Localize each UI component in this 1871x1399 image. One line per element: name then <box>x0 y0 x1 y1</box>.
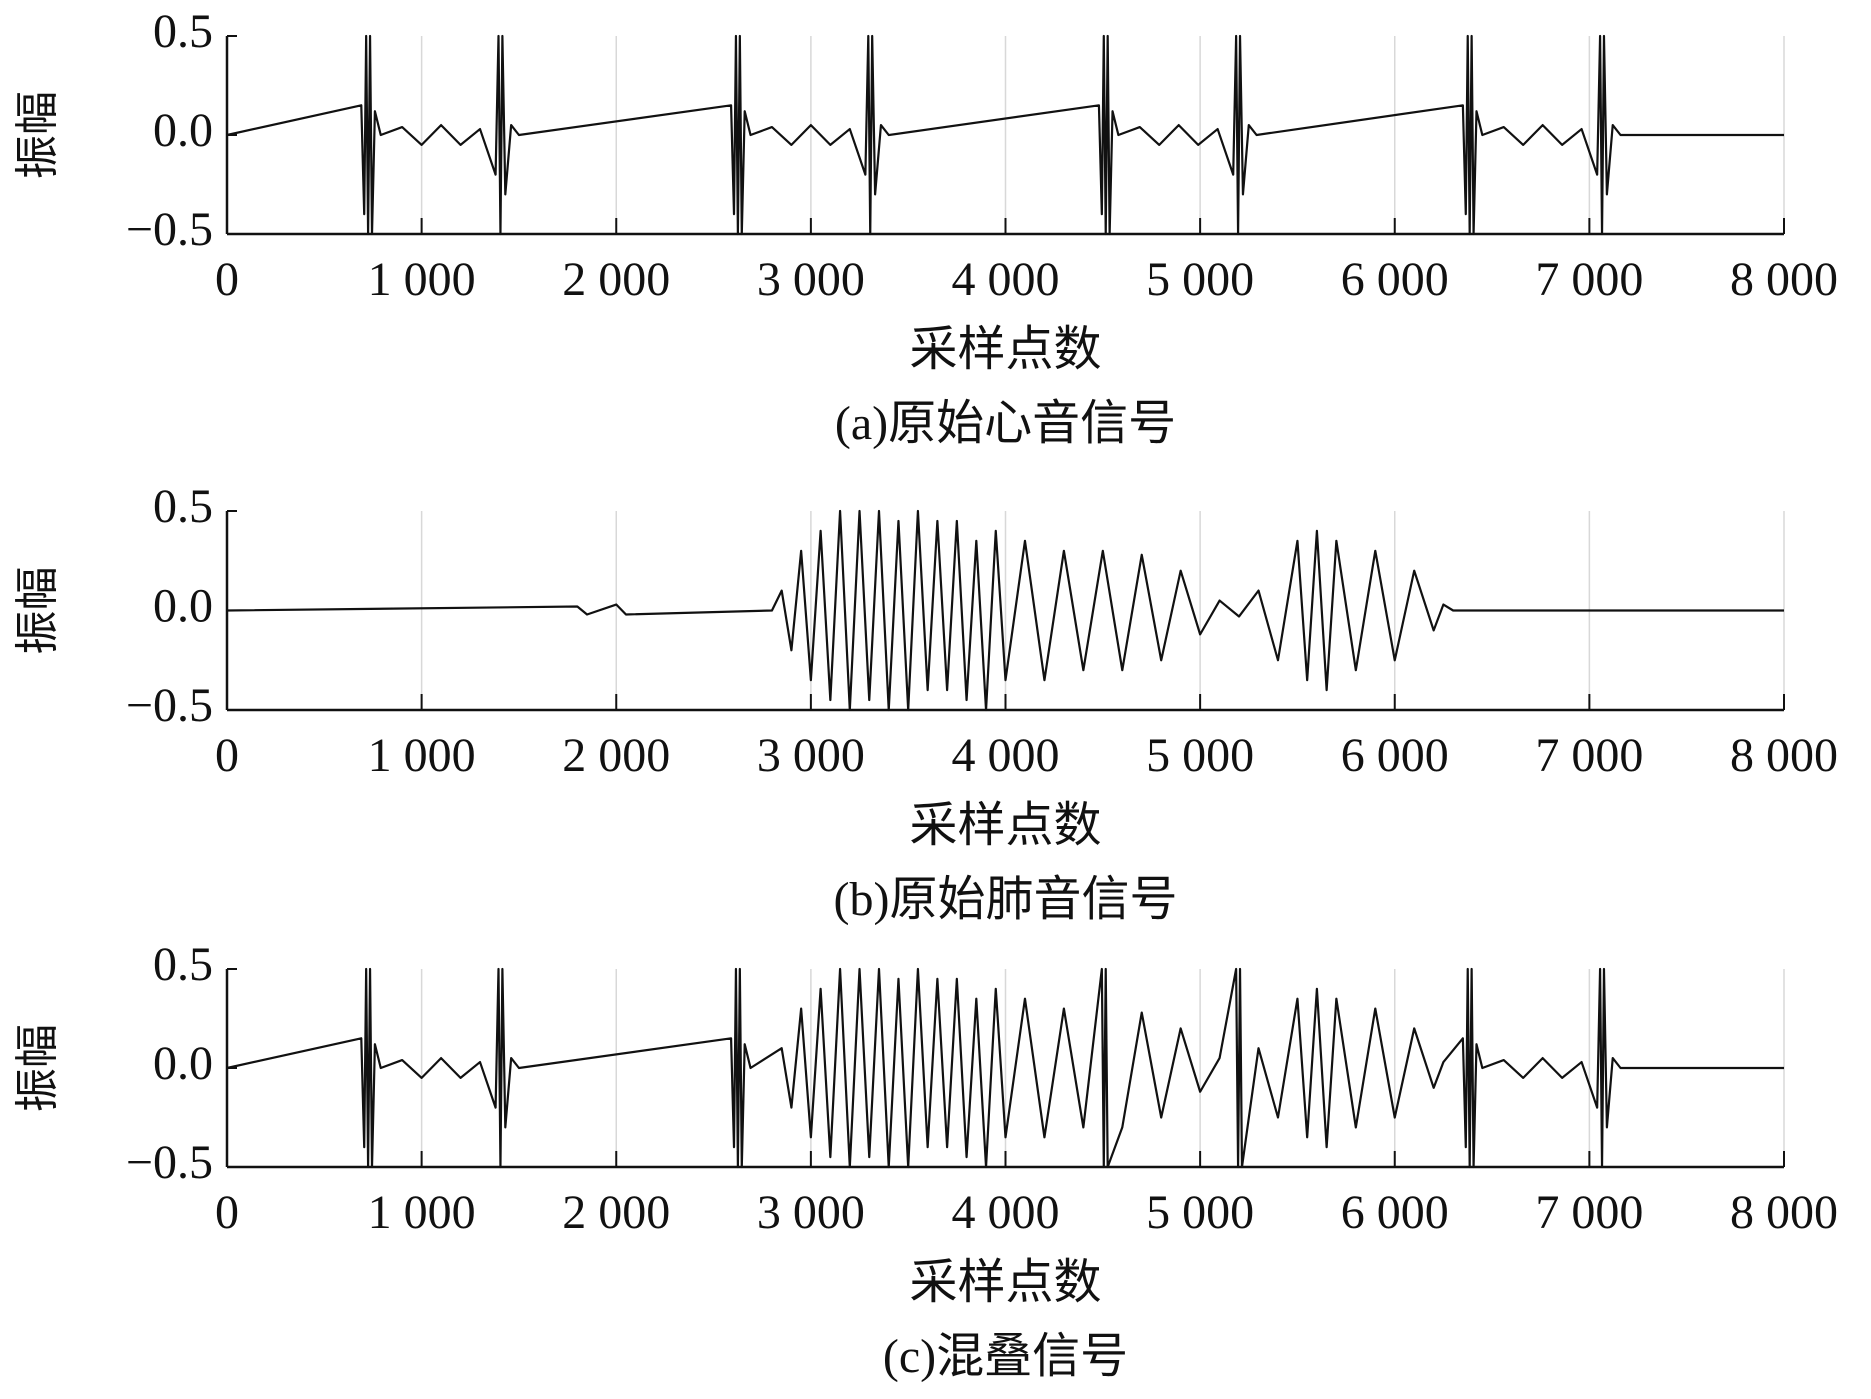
y-tick-label: 0.0 <box>153 104 213 157</box>
waveform <box>226 34 1784 236</box>
x-tick-label: 0 <box>215 253 239 306</box>
x-tick-label: 6 000 <box>1341 729 1449 782</box>
x-tick-label: 8 000 <box>1730 253 1838 306</box>
y-tick-label: −0.5 <box>126 679 213 732</box>
y-tick-label: 0.5 <box>153 938 213 991</box>
x-tick-label: 3 000 <box>757 1186 865 1239</box>
x-tick-label: 1 000 <box>368 1186 476 1239</box>
x-tick-label: 8 000 <box>1730 1186 1838 1239</box>
x-tick-label: 2 000 <box>562 729 670 782</box>
x-tick-label: 4 000 <box>952 1186 1060 1239</box>
x-axis-label: 采样点数 <box>909 1256 1101 1309</box>
x-tick-label: 5 000 <box>1146 253 1254 306</box>
x-tick-label: 6 000 <box>1341 1186 1449 1239</box>
y-axis-label: 振幅 <box>13 1024 62 1112</box>
y-tick-label: −0.5 <box>126 1136 213 1189</box>
y-tick-label: 0.0 <box>153 1037 213 1090</box>
y-axis-label: 振幅 <box>13 567 62 655</box>
x-tick-label: 1 000 <box>368 253 476 306</box>
x-tick-label: 7 000 <box>1535 1186 1643 1239</box>
caption: (c)混叠信号 <box>883 1330 1128 1383</box>
x-axis-label: 采样点数 <box>909 799 1101 852</box>
x-tick-label: 7 000 <box>1535 729 1643 782</box>
x-tick-label: 7 000 <box>1535 253 1643 306</box>
waveform <box>226 967 1784 1169</box>
y-tick-label: −0.5 <box>126 203 213 256</box>
x-tick-label: 2 000 <box>562 1186 670 1239</box>
caption: (b)原始肺音信号 <box>834 873 1178 926</box>
y-axis-label: 振幅 <box>13 91 62 179</box>
x-tick-label: 3 000 <box>757 253 865 306</box>
x-tick-label: 0 <box>215 1186 239 1239</box>
y-tick-label: 0.5 <box>153 5 213 58</box>
x-tick-label: 4 000 <box>952 729 1060 782</box>
x-tick-label: 4 000 <box>952 253 1060 306</box>
y-tick-label: 0.0 <box>153 580 213 633</box>
y-tick-label: 0.5 <box>153 480 213 533</box>
x-tick-label: 5 000 <box>1146 1186 1254 1239</box>
waveform <box>226 509 1784 712</box>
x-tick-label: 8 000 <box>1730 729 1838 782</box>
caption: (a)原始心音信号 <box>835 397 1176 450</box>
x-tick-label: 2 000 <box>562 253 670 306</box>
x-tick-label: 0 <box>215 729 239 782</box>
x-axis-label: 采样点数 <box>909 323 1101 376</box>
x-tick-label: 6 000 <box>1341 253 1449 306</box>
x-tick-label: 1 000 <box>368 729 476 782</box>
x-tick-label: 5 000 <box>1146 729 1254 782</box>
x-tick-label: 3 000 <box>757 729 865 782</box>
